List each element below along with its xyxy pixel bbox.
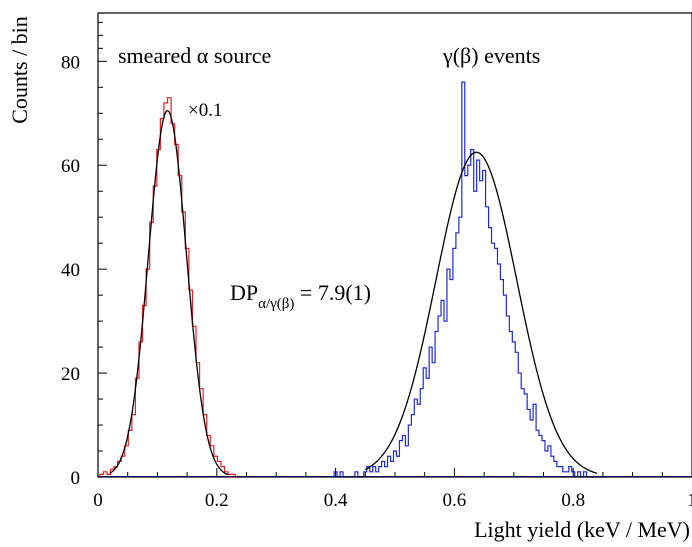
scale-factor-label: ×0.1 — [188, 100, 222, 121]
y-axis-title: Counts / bin — [7, 16, 32, 124]
x-tick-label: 0 — [93, 490, 103, 511]
histogram-series-0 — [99, 97, 239, 478]
gamma-events-label: γ(β) events — [442, 43, 540, 68]
x-tick-label: 0.8 — [561, 490, 585, 511]
y-tick-label: 20 — [61, 364, 80, 385]
y-tick-label: 60 — [61, 156, 80, 177]
y-tick-label: 80 — [61, 52, 80, 73]
dp-subscript: α/γ(β) — [258, 296, 294, 312]
x-axis-title: Light yield (keV / MeV) — [474, 517, 690, 542]
axis-ticks: 0 0.2 0.4 0.6 0.8 1 0 20 40 60 80 — [61, 21, 692, 511]
x-tick-label: 0.6 — [443, 490, 467, 511]
alpha-source-label: smeared α source — [118, 43, 271, 68]
histogram-series-1 — [333, 81, 605, 478]
dp-main: DP — [230, 280, 258, 305]
x-tick-label: 0.4 — [324, 490, 348, 511]
x-tick-label: 1 — [687, 490, 692, 511]
plot-frame — [97, 12, 692, 478]
y-tick-label: 40 — [61, 260, 80, 281]
y-tick-label: 0 — [71, 468, 81, 489]
fit-curve-2 — [109, 110, 229, 476]
plot-data-layer — [98, 81, 692, 478]
discrimination-power-label: DPα/γ(β) = 7.9(1) — [230, 280, 371, 312]
dp-value: = 7.9(1) — [294, 280, 371, 305]
x-tick-label: 0.2 — [205, 490, 229, 511]
fit-curve-3 — [364, 151, 598, 474]
